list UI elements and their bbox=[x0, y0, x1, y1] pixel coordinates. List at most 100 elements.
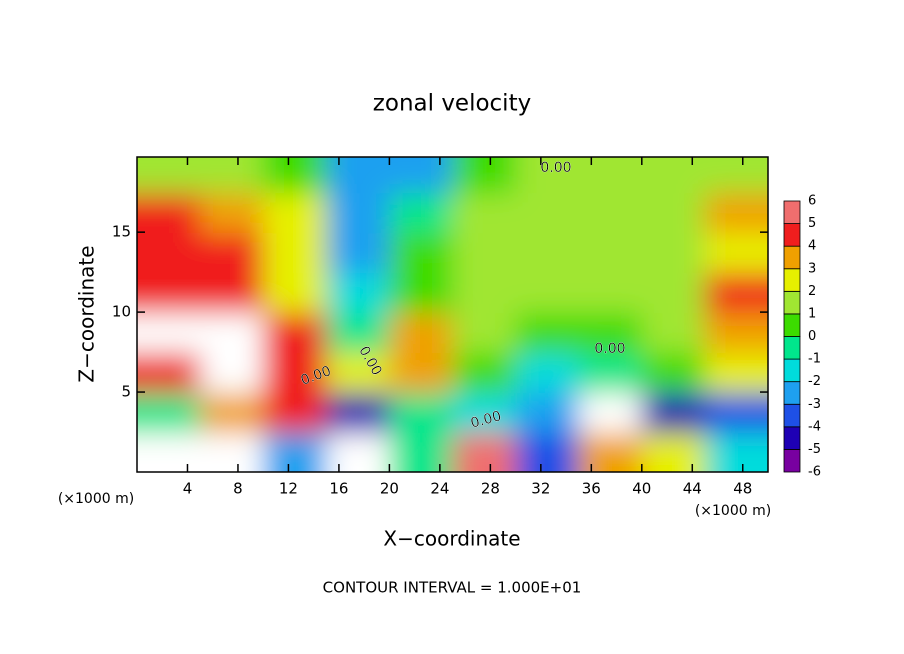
cell bbox=[326, 192, 391, 234]
x-tick-label: 20 bbox=[380, 480, 399, 498]
colorbar-label: -5 bbox=[808, 442, 821, 457]
cell bbox=[200, 352, 265, 394]
x-tick-label: 12 bbox=[279, 480, 298, 498]
cell bbox=[137, 157, 202, 194]
colorbar-label: -4 bbox=[808, 419, 821, 434]
cell bbox=[200, 232, 265, 274]
cell bbox=[578, 312, 643, 354]
cell bbox=[578, 272, 643, 314]
cell bbox=[263, 232, 328, 274]
cell bbox=[200, 432, 265, 472]
colorbar-label: 6 bbox=[808, 194, 816, 209]
cell bbox=[641, 192, 706, 234]
x-tick-label: 24 bbox=[430, 480, 449, 498]
colorbar-label: 5 bbox=[808, 216, 816, 231]
cell bbox=[704, 392, 768, 434]
colorbar-swatch bbox=[783, 403, 801, 428]
cell bbox=[641, 432, 706, 472]
cell bbox=[200, 157, 265, 194]
colorbar-swatch bbox=[783, 245, 801, 270]
cell bbox=[326, 432, 391, 472]
cell bbox=[137, 192, 202, 234]
x-tick-label: 44 bbox=[683, 480, 702, 498]
cell bbox=[200, 272, 265, 314]
y-tick-label: 15 bbox=[112, 223, 131, 241]
colorbar-label: 4 bbox=[808, 239, 816, 254]
cell bbox=[326, 312, 391, 354]
cell bbox=[515, 352, 580, 394]
cell bbox=[137, 432, 202, 472]
cell bbox=[263, 392, 328, 434]
cell bbox=[641, 352, 706, 394]
contour-label: 0.00 bbox=[594, 341, 625, 357]
cell bbox=[704, 432, 768, 472]
colorbar-label: 3 bbox=[808, 261, 816, 276]
cell bbox=[641, 157, 706, 194]
cell bbox=[389, 352, 454, 394]
colorbar-label: -2 bbox=[808, 374, 821, 389]
cell bbox=[452, 392, 517, 434]
colorbar-label: 0 bbox=[808, 329, 816, 344]
footer-note: CONTOUR INTERVAL = 1.000E+01 bbox=[323, 579, 582, 597]
y-unit-label: (×1000 m) bbox=[58, 491, 134, 507]
chart-title: zonal velocity bbox=[373, 91, 531, 117]
cell bbox=[578, 192, 643, 234]
colorbar-swatch bbox=[783, 358, 801, 383]
cell bbox=[452, 352, 517, 394]
cell bbox=[326, 352, 391, 394]
cell bbox=[578, 352, 643, 394]
y-axis-label: Z−coordinate bbox=[75, 245, 99, 382]
cell bbox=[578, 392, 643, 434]
cell bbox=[515, 312, 580, 354]
x-tick-label: 40 bbox=[632, 480, 651, 498]
cell bbox=[452, 157, 517, 194]
cell bbox=[389, 232, 454, 274]
cell bbox=[452, 432, 517, 472]
cell bbox=[704, 192, 768, 234]
cell bbox=[452, 232, 517, 274]
cell bbox=[137, 352, 202, 394]
x-tick-label: 8 bbox=[233, 480, 243, 498]
cell bbox=[452, 272, 517, 314]
cell bbox=[515, 272, 580, 314]
cell bbox=[326, 157, 391, 194]
colorbar-swatch bbox=[783, 449, 801, 473]
cell bbox=[263, 312, 328, 354]
cell bbox=[515, 432, 580, 472]
cell bbox=[200, 192, 265, 234]
cell bbox=[263, 272, 328, 314]
cell bbox=[704, 157, 768, 194]
cell bbox=[137, 232, 202, 274]
x-unit-label: (×1000 m) bbox=[695, 503, 771, 519]
cell bbox=[263, 157, 328, 194]
plot-frame bbox=[136, 156, 769, 473]
plot-area bbox=[137, 157, 768, 472]
field bbox=[137, 157, 768, 472]
cell bbox=[515, 192, 580, 234]
cell bbox=[641, 272, 706, 314]
x-tick-label: 28 bbox=[481, 480, 500, 498]
colorbar-swatch bbox=[783, 381, 801, 405]
cell bbox=[389, 392, 454, 434]
cell bbox=[641, 312, 706, 354]
cell bbox=[137, 312, 202, 354]
x-tick-label: 16 bbox=[329, 480, 348, 498]
cell bbox=[704, 312, 768, 354]
cell bbox=[704, 272, 768, 314]
cell bbox=[389, 272, 454, 314]
x-axis-label: X−coordinate bbox=[383, 527, 520, 551]
colorbar-label: -6 bbox=[808, 465, 821, 480]
cell bbox=[704, 352, 768, 394]
x-tick-label: 32 bbox=[531, 480, 550, 498]
cell bbox=[326, 272, 391, 314]
cell bbox=[641, 392, 706, 434]
colorbar-swatch bbox=[783, 313, 801, 337]
cell bbox=[263, 432, 328, 472]
colorbar-swatch bbox=[783, 336, 801, 360]
colorbar-swatch bbox=[783, 200, 801, 224]
colorbar-label: 2 bbox=[808, 284, 816, 299]
cell bbox=[389, 157, 454, 194]
colorbar-swatch bbox=[783, 290, 801, 315]
x-tick-label: 4 bbox=[183, 480, 193, 498]
y-tick-label: 10 bbox=[112, 303, 131, 321]
